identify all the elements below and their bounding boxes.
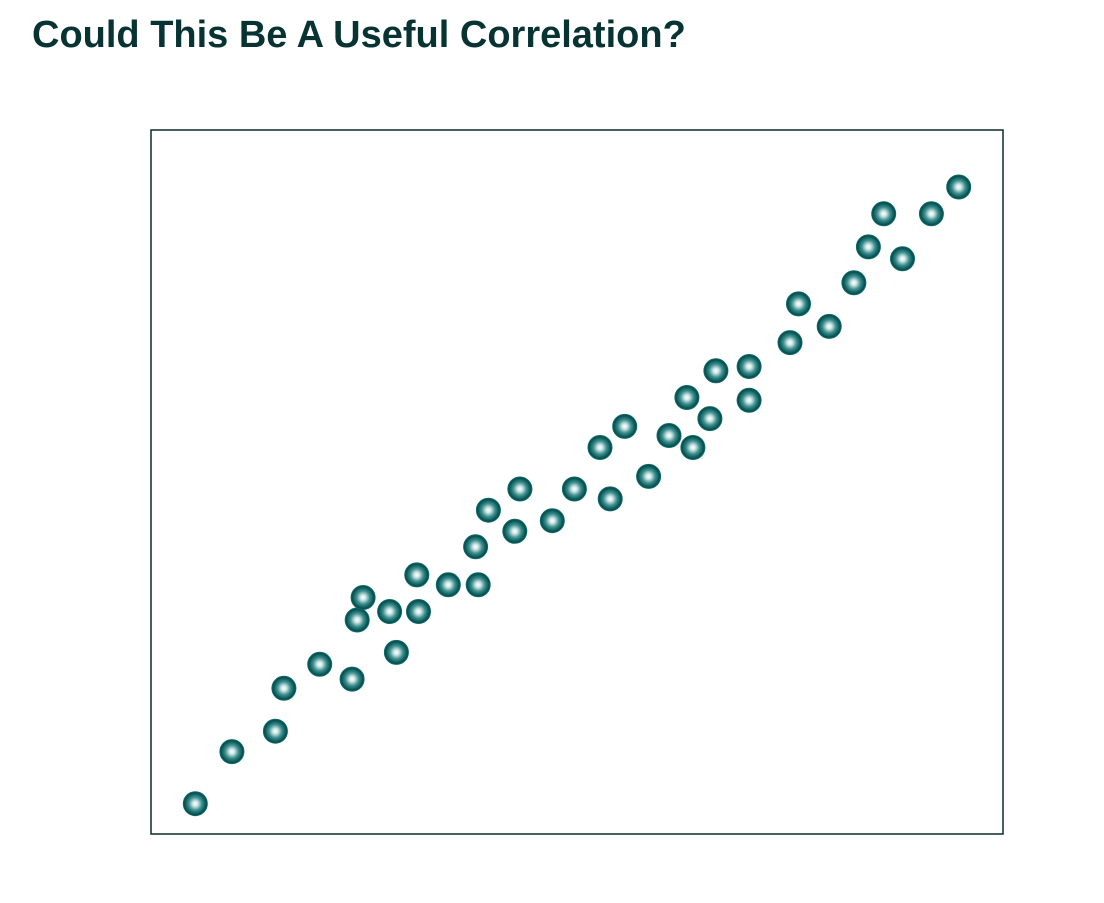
scatter-point-28 <box>697 406 723 432</box>
scatter-point-18 <box>507 476 533 502</box>
scatter-point-7 <box>344 607 370 633</box>
scatter-point-17 <box>502 518 528 544</box>
scatter-point-23 <box>612 413 638 439</box>
scatter-point-34 <box>816 313 842 339</box>
data-points <box>182 174 972 817</box>
scatter-point-3 <box>262 718 288 744</box>
scatter-point-32 <box>777 330 803 356</box>
scatter-point-10 <box>383 639 409 665</box>
scatter-point-30 <box>736 387 762 413</box>
scatter-point-19 <box>539 508 565 534</box>
scatter-point-9 <box>377 599 403 624</box>
scatter-point-22 <box>587 435 613 460</box>
scatter-point-36 <box>855 234 881 260</box>
scatter-point-27 <box>674 385 700 410</box>
page-title: Could This Be A Useful Correlation? <box>32 14 686 56</box>
scatter-point-20 <box>561 476 587 502</box>
scatter-point-4 <box>271 675 297 701</box>
scatter-point-1 <box>182 791 208 817</box>
scatter-point-13 <box>435 572 461 598</box>
scatter-point-16 <box>475 497 501 523</box>
scatter-point-26 <box>680 435 706 460</box>
scatter-point-29 <box>703 358 729 384</box>
scatter-point-33 <box>786 291 811 317</box>
scatter-point-40 <box>946 174 972 200</box>
scatter-point-15 <box>463 534 489 560</box>
scatter-point-38 <box>871 201 897 227</box>
scatter-point-14 <box>465 572 491 598</box>
scatter-point-39 <box>918 201 944 227</box>
scatter-point-6 <box>339 666 365 692</box>
scatter-point-12 <box>404 562 430 588</box>
scatter-point-8 <box>350 585 376 610</box>
scatter-point-11 <box>406 599 431 624</box>
scatter-point-35 <box>841 270 867 296</box>
scatter-point-25 <box>656 423 682 448</box>
scatter-point-5 <box>307 651 333 677</box>
scatter-point-37 <box>890 246 915 272</box>
scatter-point-31 <box>736 354 762 379</box>
scatter-point-2 <box>219 739 245 765</box>
scatter-point-24 <box>636 463 662 489</box>
scatter-point-21 <box>597 486 623 512</box>
